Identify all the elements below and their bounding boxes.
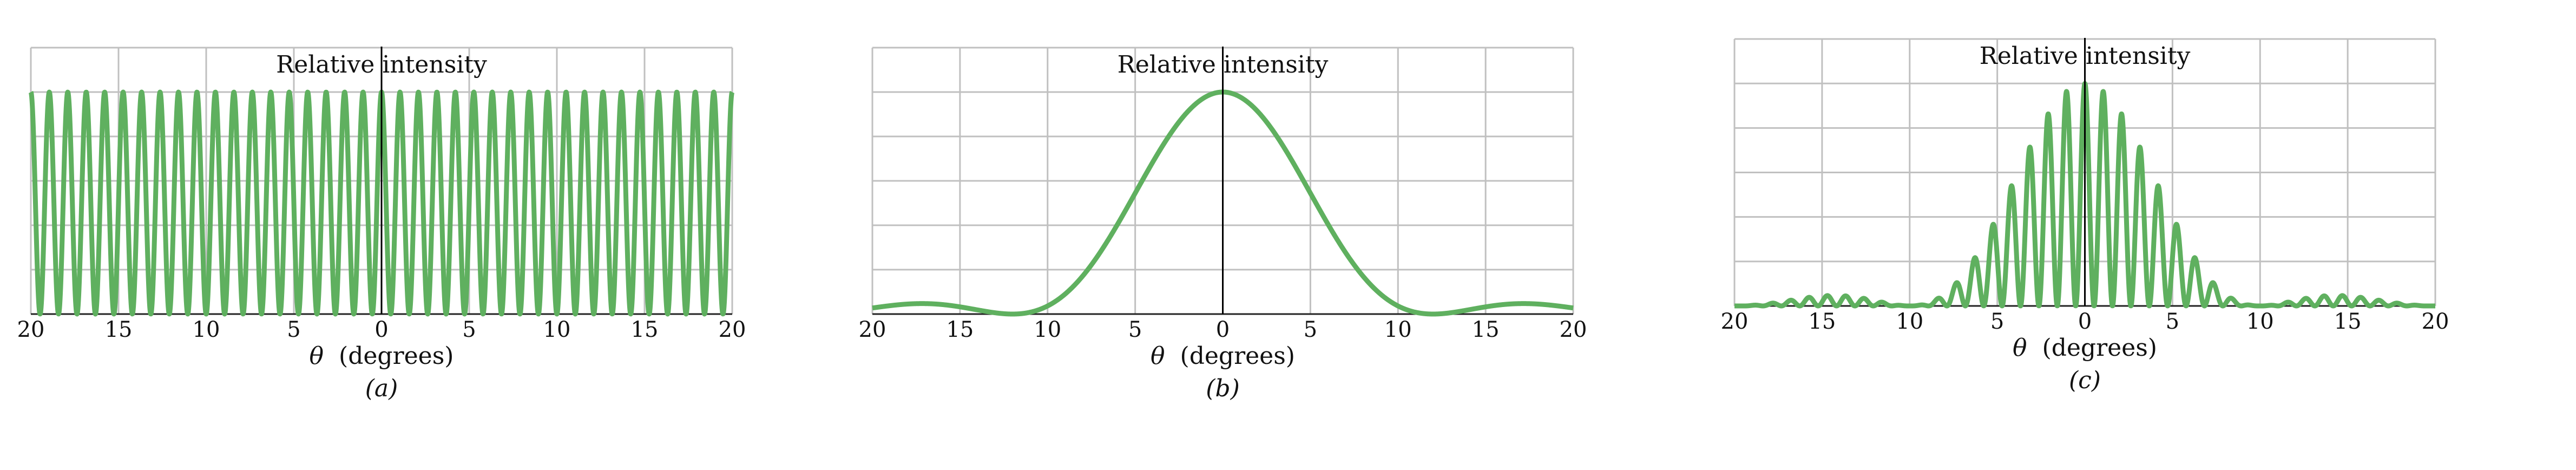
panel-c-x-axis-label: θ (degrees) (2013, 334, 2157, 362)
x-tick-label: 15 (105, 317, 133, 342)
x-tick-label: 10 (1896, 309, 1923, 334)
x-tick-label: 20 (859, 317, 886, 342)
x-tick-label: 15 (1808, 309, 1836, 334)
x-tick-label: 0 (2078, 309, 2092, 334)
panel-b-chart: Relative intensity 20 15 10 5 0 5 10 15 20 θ (de… (859, 47, 1587, 402)
panel-c-x-ticks: 20 15 10 5 0 5 10 15 20 (1721, 309, 2449, 334)
panel-b-x-ticks: 20 15 10 5 0 5 10 15 20 (859, 317, 1587, 342)
x-tick-label: 5 (1304, 317, 1317, 342)
panel-c-label: (c) (2069, 367, 2101, 394)
x-tick-label: 10 (2246, 309, 2274, 334)
panel-b-label: (b) (1206, 375, 1240, 402)
x-tick-label: 5 (2166, 309, 2179, 334)
panel-c-chart: Relative intensity 20 15 10 5 0 5 10 15 20 θ (de… (1721, 38, 2449, 394)
panel-a-title: Relative intensity (276, 51, 487, 79)
panel-a-x-symbol: θ (310, 342, 324, 370)
panel-a-x-axis-label: θ (degrees) (310, 342, 454, 370)
x-tick-label: 5 (1990, 309, 2004, 334)
panel-b-x-unit: (degrees) (1180, 342, 1295, 370)
x-tick-label: 20 (17, 317, 45, 342)
panel-b-x-axis-label: θ (degrees) (1151, 342, 1295, 370)
x-tick-label: 10 (543, 317, 571, 342)
x-tick-label: 5 (462, 317, 476, 342)
panel-a-label: (a) (365, 375, 398, 402)
x-tick-label: 15 (946, 317, 974, 342)
x-tick-label: 15 (631, 317, 659, 342)
panel-c-x-unit: (degrees) (2042, 334, 2157, 362)
panel-c-title: Relative intensity (1980, 42, 2191, 70)
panel-b-x-symbol: θ (1151, 342, 1165, 370)
x-tick-label: 15 (1472, 317, 1500, 342)
x-tick-label: 5 (1128, 317, 1142, 342)
x-tick-label: 15 (2334, 309, 2362, 334)
x-tick-label: 10 (1034, 317, 1061, 342)
x-tick-label: 0 (1216, 317, 1230, 342)
panel-a-chart: Relative intensity 20 15 10 5 0 5 10 15 20 θ (de… (17, 47, 746, 402)
panel-b-title: Relative intensity (1118, 51, 1329, 79)
panel-c-x-symbol: θ (2013, 334, 2027, 362)
x-tick-label: 20 (1560, 317, 1587, 342)
panel-a-x-ticks: 20 15 10 5 0 5 10 15 20 (17, 317, 746, 342)
x-tick-label: 10 (1384, 317, 1412, 342)
x-tick-label: 10 (193, 317, 220, 342)
x-tick-label: 20 (1721, 309, 1749, 334)
panel-a-x-unit: (degrees) (339, 342, 454, 370)
x-tick-label: 20 (719, 317, 746, 342)
x-tick-label: 20 (2422, 309, 2449, 334)
x-tick-label: 0 (374, 317, 388, 342)
x-tick-label: 5 (287, 317, 300, 342)
